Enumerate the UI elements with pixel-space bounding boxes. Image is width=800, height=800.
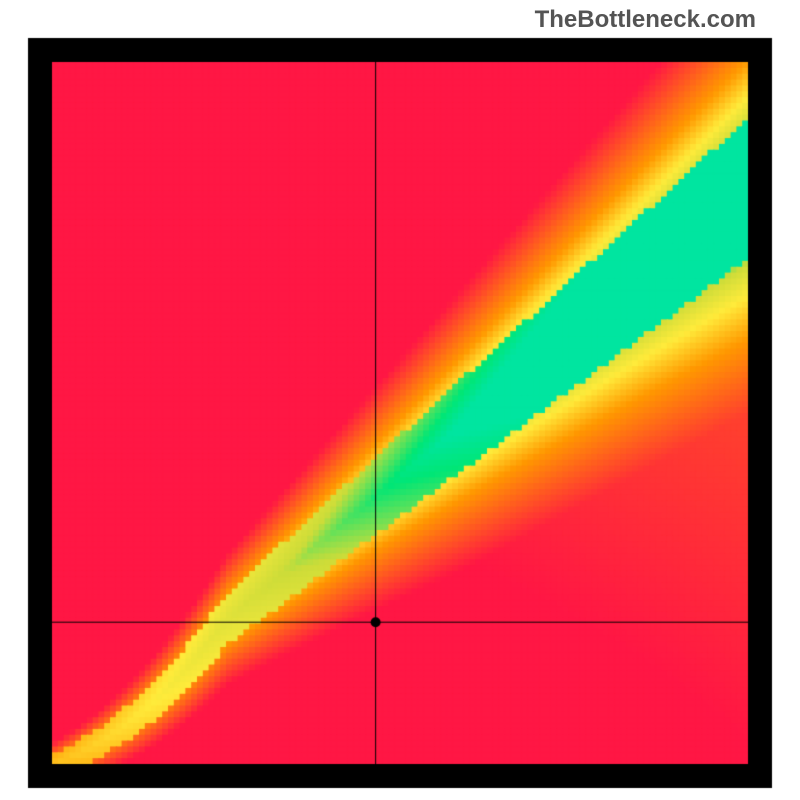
chart-container: TheBottleneck.com: [0, 0, 800, 800]
watermark-text: TheBottleneck.com: [535, 6, 756, 34]
heatmap-canvas: [0, 0, 800, 800]
